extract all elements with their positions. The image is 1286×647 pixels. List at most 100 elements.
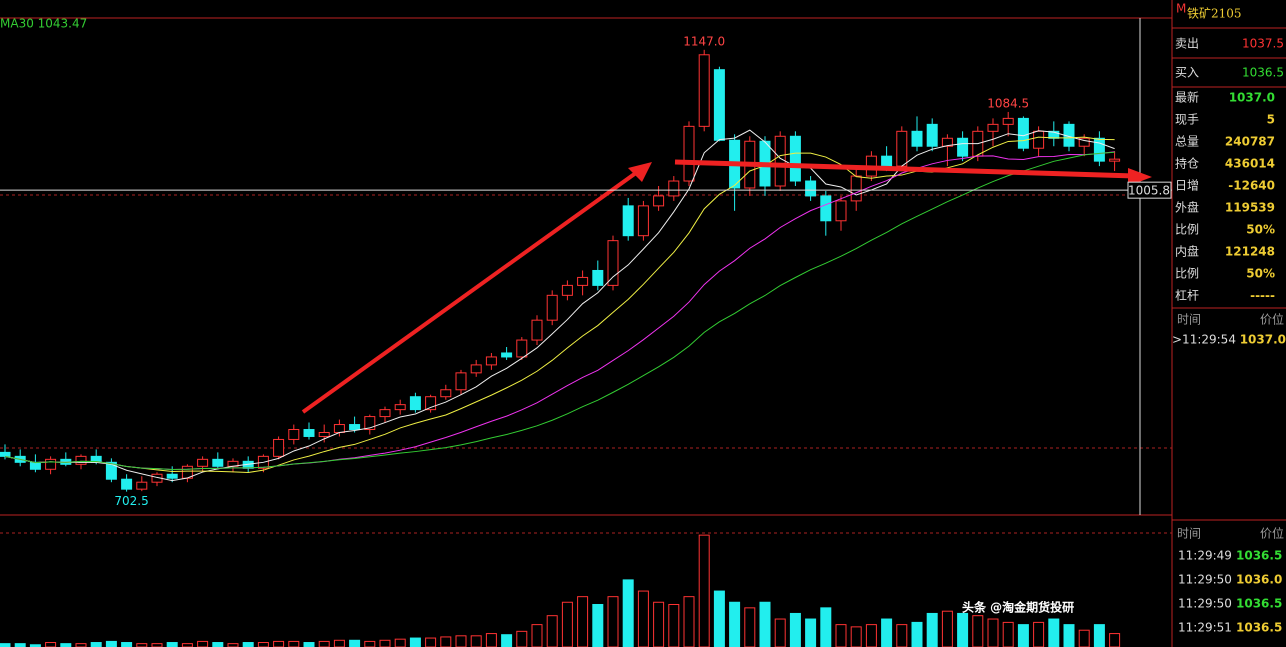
quote-value: 1037.0 xyxy=(1229,91,1275,105)
volume-bar xyxy=(622,579,634,647)
volume-bar xyxy=(379,639,391,647)
tick-price: 1036.5 xyxy=(1236,597,1282,611)
quote-value: 119539 xyxy=(1225,201,1275,215)
volume-bar xyxy=(394,638,406,647)
volume-bar xyxy=(850,626,862,647)
candle-body xyxy=(303,429,315,437)
volume-bar xyxy=(242,642,254,647)
quote-label: 最新 xyxy=(1175,90,1199,105)
tick-time: 11:29:51 xyxy=(1178,621,1232,635)
candle-body xyxy=(212,458,224,467)
candle-body xyxy=(1109,158,1121,162)
arrow-head xyxy=(1128,168,1152,186)
price-annotation: 702.5 xyxy=(114,494,148,508)
candle-body xyxy=(1078,137,1090,147)
volume-bar xyxy=(607,596,619,647)
bid-value: 1036.5 xyxy=(1242,66,1284,80)
candle-body xyxy=(394,404,406,411)
volume-bar xyxy=(881,618,893,647)
volume-bar xyxy=(349,639,361,647)
quote-label: 日增 xyxy=(1175,179,1199,193)
volume-bar xyxy=(668,603,680,647)
ticks-header: 时间 xyxy=(1177,313,1201,327)
volume-bar xyxy=(713,590,725,647)
volume-bar xyxy=(227,643,239,647)
arrow-head xyxy=(628,162,652,182)
moving-average xyxy=(4,129,1115,482)
candle-body xyxy=(698,54,710,127)
volume-bar xyxy=(789,612,801,647)
volume-bar xyxy=(683,596,695,647)
crosshair-box xyxy=(1127,181,1172,199)
watermark: 头条 @淘金期货投研 xyxy=(962,600,1074,615)
candle-body xyxy=(881,155,893,167)
quote-value: 240787 xyxy=(1225,135,1275,149)
volume-bar xyxy=(273,640,285,647)
quote-label: 比例 xyxy=(1175,223,1199,237)
volume-bar xyxy=(729,601,741,647)
price-annotation: 1084.5 xyxy=(987,96,1029,110)
candle-body xyxy=(1002,117,1014,125)
candle-body xyxy=(683,125,695,182)
flag: M xyxy=(1176,2,1186,16)
quote-value: 50% xyxy=(1246,267,1275,281)
volume-bar xyxy=(318,640,330,647)
ask-label: 卖出 xyxy=(1175,37,1199,51)
quote-label: 现手 xyxy=(1175,113,1199,127)
volume-bar xyxy=(425,637,437,647)
candle-body xyxy=(850,175,862,202)
quote-value: 50% xyxy=(1246,223,1275,237)
volume-bar xyxy=(1048,618,1060,647)
volume-bar xyxy=(1109,633,1121,647)
candle-body xyxy=(1017,117,1029,149)
candle-body xyxy=(197,458,209,467)
volume-bar xyxy=(546,615,558,647)
candle-body xyxy=(789,135,801,182)
volume-bar xyxy=(577,596,589,647)
quote-label: 内盘 xyxy=(1175,244,1199,259)
tick-price: 1036.5 xyxy=(1236,621,1282,635)
volume-bar xyxy=(561,601,573,647)
candle-body xyxy=(136,481,148,490)
volume-bar xyxy=(212,642,224,647)
candle-body xyxy=(1033,130,1045,149)
quote-value: 436014 xyxy=(1225,157,1275,171)
volume-bar xyxy=(835,624,847,647)
volume-bar xyxy=(987,618,999,647)
quote-value: 5 xyxy=(1267,113,1275,127)
candle-body xyxy=(835,200,847,222)
volume-bar xyxy=(501,634,513,647)
candle-body xyxy=(105,461,117,480)
volume-bar xyxy=(941,610,953,647)
quote-label: 比例 xyxy=(1175,267,1199,281)
contract: 铁矿2105 xyxy=(1187,7,1242,21)
candle-body xyxy=(516,339,528,358)
volume-bar xyxy=(1093,624,1105,647)
candle-body xyxy=(653,195,665,207)
candle-body xyxy=(911,130,923,147)
volume-bar xyxy=(1017,624,1029,647)
volume-bar xyxy=(75,643,87,647)
volume-bar xyxy=(288,640,300,647)
volume-bar xyxy=(303,642,315,647)
quote-label: 外盘 xyxy=(1175,200,1199,215)
ma-label: MA30 1043.47 xyxy=(0,17,87,31)
candle-body xyxy=(592,269,604,286)
volume-bar xyxy=(14,643,26,647)
volume-bar xyxy=(181,643,193,647)
bid-label: 买入 xyxy=(1175,66,1199,80)
volume-bar xyxy=(865,624,877,647)
volume-bar xyxy=(166,642,178,647)
candle-body xyxy=(288,429,300,440)
tick-time: >11:29:54 xyxy=(1172,333,1236,347)
candle-body xyxy=(941,137,953,147)
volume-bar xyxy=(911,621,923,647)
volume-bar xyxy=(896,624,908,647)
volume-bar xyxy=(759,601,771,647)
volume-bar xyxy=(1078,629,1090,647)
ask-value: 1037.5 xyxy=(1242,37,1284,51)
candle-body xyxy=(349,424,361,431)
volume-bar xyxy=(637,590,649,647)
candle-body xyxy=(668,180,680,197)
